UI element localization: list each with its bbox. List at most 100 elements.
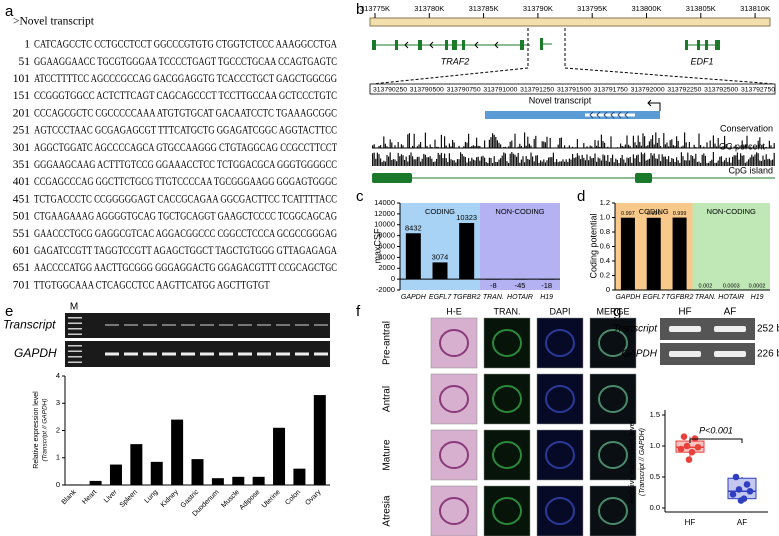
track-bar (588, 160, 590, 166)
track-bar (679, 162, 681, 166)
micrograph (483, 429, 531, 481)
track-bar (736, 152, 738, 166)
track-bar (476, 137, 478, 148)
track-bar (448, 143, 450, 148)
track-bar (514, 133, 516, 148)
gel-band (162, 352, 176, 356)
track-bar (373, 144, 375, 148)
y-tick-label: 2 (56, 425, 60, 434)
track-bar (602, 141, 604, 148)
track-bar (580, 159, 582, 166)
y-tick-label: 0.4 (600, 256, 610, 265)
track-bar (572, 154, 574, 166)
track-bar (575, 157, 577, 166)
x-tick-label: HF (685, 518, 696, 527)
track-bar (432, 162, 434, 166)
group-background (692, 203, 770, 290)
panel-label: c (356, 188, 364, 205)
x-tick-label: Adipose (239, 489, 262, 512)
follicle (492, 329, 522, 357)
track-bar (495, 161, 497, 166)
micrograph (483, 485, 531, 536)
track-bar (556, 159, 558, 166)
ladder-band (68, 345, 82, 347)
track-bar (725, 144, 727, 148)
exon (372, 40, 376, 50)
zoom-guide (564, 28, 776, 85)
exon (418, 40, 422, 50)
sequence-line: CCGGGTGGCC ACTCTTCAGT CAGCAGCCCT TCCTTGC… (34, 90, 337, 102)
value-label: 0.999 (673, 211, 687, 217)
track-bar (519, 143, 521, 148)
track-bar (472, 159, 474, 166)
track-bar (730, 162, 732, 166)
track-bar (700, 162, 702, 166)
track-bar (378, 145, 380, 148)
track-bar (623, 146, 625, 148)
exon (685, 40, 688, 50)
track-bar (461, 154, 463, 166)
gel-band (276, 324, 290, 326)
track-bar (424, 154, 426, 166)
track-bar (474, 145, 476, 148)
track-bar (508, 146, 510, 148)
gel-band (143, 352, 157, 356)
track-bar (490, 157, 492, 166)
track-bar (663, 156, 665, 166)
zoom-tick-label: 313792750 (741, 86, 775, 93)
track-bar (541, 141, 543, 148)
cpg-island (635, 173, 652, 183)
line-number: 701 (13, 279, 31, 291)
follicle (598, 497, 628, 525)
track-bar (466, 162, 468, 166)
bar (750, 289, 765, 291)
track-bar (568, 158, 570, 166)
gel-row-label: Transcript (3, 318, 56, 332)
y-tick-label: 1.5 (650, 410, 660, 419)
track-bar (690, 155, 692, 166)
track-bar (431, 158, 433, 166)
y-axis-label: (Transcript // GAPDH) (42, 398, 49, 461)
panel-label: e (5, 303, 13, 320)
track-bar (583, 143, 585, 148)
zoom-tick-label: 313792500 (704, 86, 738, 93)
micrograph (536, 317, 584, 369)
track-bar (564, 161, 566, 166)
track-bar (477, 145, 479, 148)
track-bar (724, 160, 726, 166)
track-bar (557, 144, 559, 148)
track-bar (639, 162, 641, 166)
track-bar (722, 146, 724, 148)
track-bar (520, 145, 522, 148)
track-bar (770, 160, 772, 166)
track-bar (668, 146, 670, 148)
row-label: Antral (382, 386, 393, 412)
column-label: H-E (446, 306, 462, 316)
group-label: CODING (639, 207, 669, 216)
bar (232, 476, 245, 485)
gel-band (181, 352, 195, 356)
track-bar (437, 152, 439, 166)
track-bar (749, 146, 751, 148)
y-tick-label: 2000 (378, 263, 395, 272)
follicle (598, 441, 628, 469)
gel-band (295, 352, 309, 356)
track-bar (440, 152, 442, 166)
track-bar (376, 152, 378, 166)
track-bar (543, 159, 545, 166)
track-bar (612, 154, 614, 166)
track-bar (423, 153, 425, 166)
track-bar (656, 158, 658, 166)
follicle (598, 385, 628, 413)
gel-band (181, 324, 195, 326)
micrograph (483, 373, 531, 425)
micrograph (589, 429, 637, 481)
track-bar (664, 156, 666, 166)
track-bar (615, 158, 617, 166)
track-bar (426, 157, 428, 166)
track-bar (709, 140, 711, 148)
track-bar (674, 162, 676, 166)
value-label: 0.0003 (723, 283, 740, 289)
zoom-tick-label: 313792250 (667, 86, 701, 93)
